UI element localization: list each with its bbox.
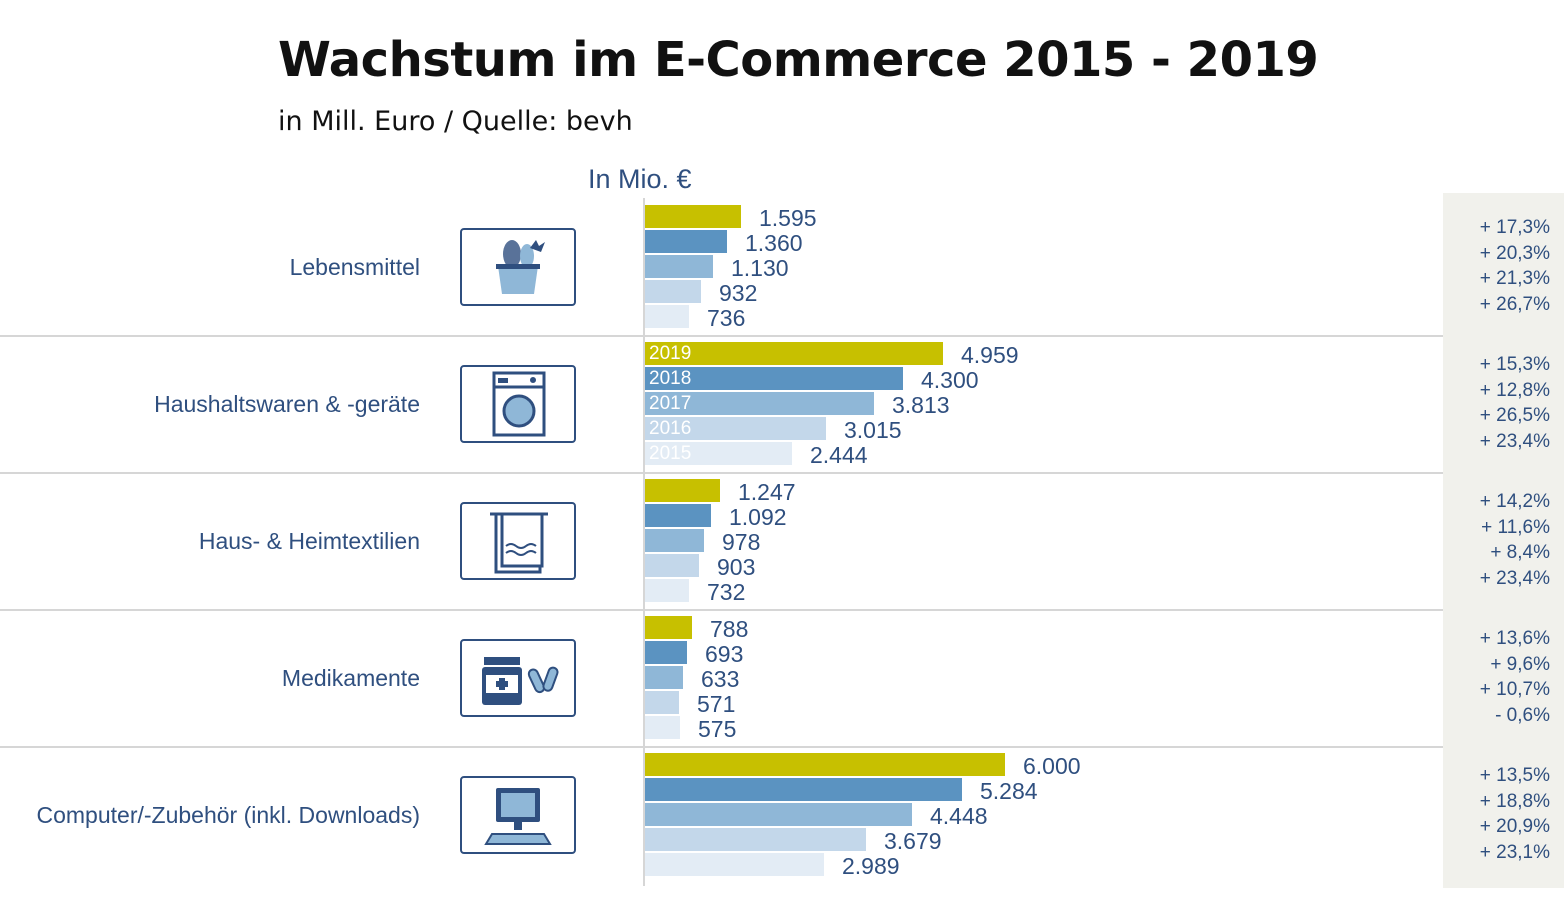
growth-label: + 26,7% xyxy=(1479,294,1550,316)
data-label: 3.813 xyxy=(892,392,950,418)
bar-year-label: 2016 xyxy=(649,418,692,439)
data-label: 633 xyxy=(701,666,740,692)
bar-2015 xyxy=(645,579,689,602)
washing-machine-icon xyxy=(460,364,576,443)
bar-2015 xyxy=(645,853,824,876)
bar-year-label: 2019 xyxy=(649,343,692,364)
bar-2016 xyxy=(645,691,679,714)
data-label: 1.595 xyxy=(759,205,817,231)
growth-label: + 26,5% xyxy=(1479,405,1550,427)
data-label: 788 xyxy=(710,616,749,642)
data-label: 932 xyxy=(719,280,758,306)
growth-label: + 17,3% xyxy=(1479,217,1550,238)
bar-2016 xyxy=(645,828,866,851)
bar-2019 xyxy=(645,616,692,639)
computer-icon xyxy=(460,775,576,854)
growth-label: + 21,3% xyxy=(1479,268,1550,290)
data-label: 1.360 xyxy=(745,230,803,256)
growth-label: + 20,3% xyxy=(1479,242,1550,264)
data-label: 1.092 xyxy=(729,504,787,530)
data-label: 4.300 xyxy=(921,367,979,393)
growth-label: + 12,8% xyxy=(1479,379,1550,401)
growth-label: + 18,8% xyxy=(1479,790,1550,812)
data-label: 4.959 xyxy=(961,342,1019,368)
growth-label: + 9,6% xyxy=(1490,653,1550,675)
bar-year-label: 2018 xyxy=(649,368,692,389)
bar-2016: 2016 xyxy=(645,417,826,440)
growth-label: + 14,2% xyxy=(1479,491,1550,512)
unit-label: In Mio. € xyxy=(588,164,692,194)
growth-label: + 23,4% xyxy=(1479,431,1550,453)
category-label: Lebensmittel xyxy=(289,253,420,280)
bar-2019: 2019 xyxy=(645,342,943,365)
growth-label: + 23,1% xyxy=(1479,842,1550,864)
growth-label: + 11,6% xyxy=(1481,516,1550,538)
chart-subtitle: in Mill. Euro / Quelle: bevh xyxy=(278,106,633,137)
row-separator xyxy=(0,472,1443,474)
towel-icon xyxy=(460,501,576,580)
data-label: 903 xyxy=(717,554,756,580)
bar-2019 xyxy=(645,205,741,228)
bar-2015 xyxy=(645,305,689,328)
grocery-basket-icon xyxy=(460,227,576,306)
row-separator xyxy=(0,335,1443,337)
data-label: 693 xyxy=(705,641,744,667)
bar-year-label: 2017 xyxy=(649,393,692,414)
data-label: 3.679 xyxy=(884,828,942,854)
chart-title: Wachstum im E-Commerce 2015 - 2019 xyxy=(278,32,1319,88)
data-label: 978 xyxy=(722,529,761,555)
bar-2016 xyxy=(645,554,699,577)
data-label: 736 xyxy=(707,305,746,331)
growth-label: + 23,4% xyxy=(1479,568,1550,590)
bar-2015: 2015 xyxy=(645,442,792,465)
bar-2015 xyxy=(645,716,680,739)
data-label: 5.284 xyxy=(980,778,1038,804)
bar-year-label: 2015 xyxy=(649,443,692,464)
growth-label: + 15,3% xyxy=(1479,354,1550,375)
bar-2018 xyxy=(645,504,711,527)
growth-label: + 8,4% xyxy=(1490,542,1550,564)
bar-2019 xyxy=(645,753,1005,776)
medicine-icon xyxy=(460,638,576,717)
growth-panel xyxy=(1443,193,1564,888)
data-label: 3.015 xyxy=(844,417,902,443)
data-label: 6.000 xyxy=(1023,753,1081,779)
data-label: 575 xyxy=(698,716,737,742)
bar-2017 xyxy=(645,803,912,826)
data-label: 4.448 xyxy=(930,803,988,829)
bar-2019 xyxy=(645,479,720,502)
data-label: 2.444 xyxy=(810,442,868,468)
bar-2018 xyxy=(645,230,727,253)
category-label: Medikamente xyxy=(281,664,420,691)
bar-2017 xyxy=(645,529,704,552)
data-label: 732 xyxy=(707,579,746,605)
row-separator xyxy=(0,746,1443,748)
bar-2018 xyxy=(645,778,962,801)
growth-label: + 10,7% xyxy=(1479,679,1550,701)
bar-2017 xyxy=(645,255,713,278)
data-label: 1.130 xyxy=(731,255,789,281)
category-label: Haushaltswaren & -geräte xyxy=(154,390,420,417)
data-label: 571 xyxy=(697,691,736,717)
row-separator xyxy=(0,609,1443,611)
growth-label: + 13,6% xyxy=(1479,628,1550,649)
bar-2016 xyxy=(645,280,701,303)
bar-2017: 2017 xyxy=(645,392,874,415)
value-axis-line xyxy=(643,198,645,886)
data-label: 1.247 xyxy=(738,479,796,505)
data-label: 2.989 xyxy=(842,853,900,879)
growth-label: - 0,6% xyxy=(1495,705,1550,727)
growth-label: + 20,9% xyxy=(1479,816,1550,838)
bar-2018 xyxy=(645,641,687,664)
bar-2017 xyxy=(645,666,683,689)
growth-label: + 13,5% xyxy=(1479,765,1550,786)
category-label: Computer/-Zubehör (inkl. Downloads) xyxy=(36,801,421,828)
category-label: Haus- & Heimtextilien xyxy=(198,527,420,554)
bar-2018: 2018 xyxy=(645,367,903,390)
